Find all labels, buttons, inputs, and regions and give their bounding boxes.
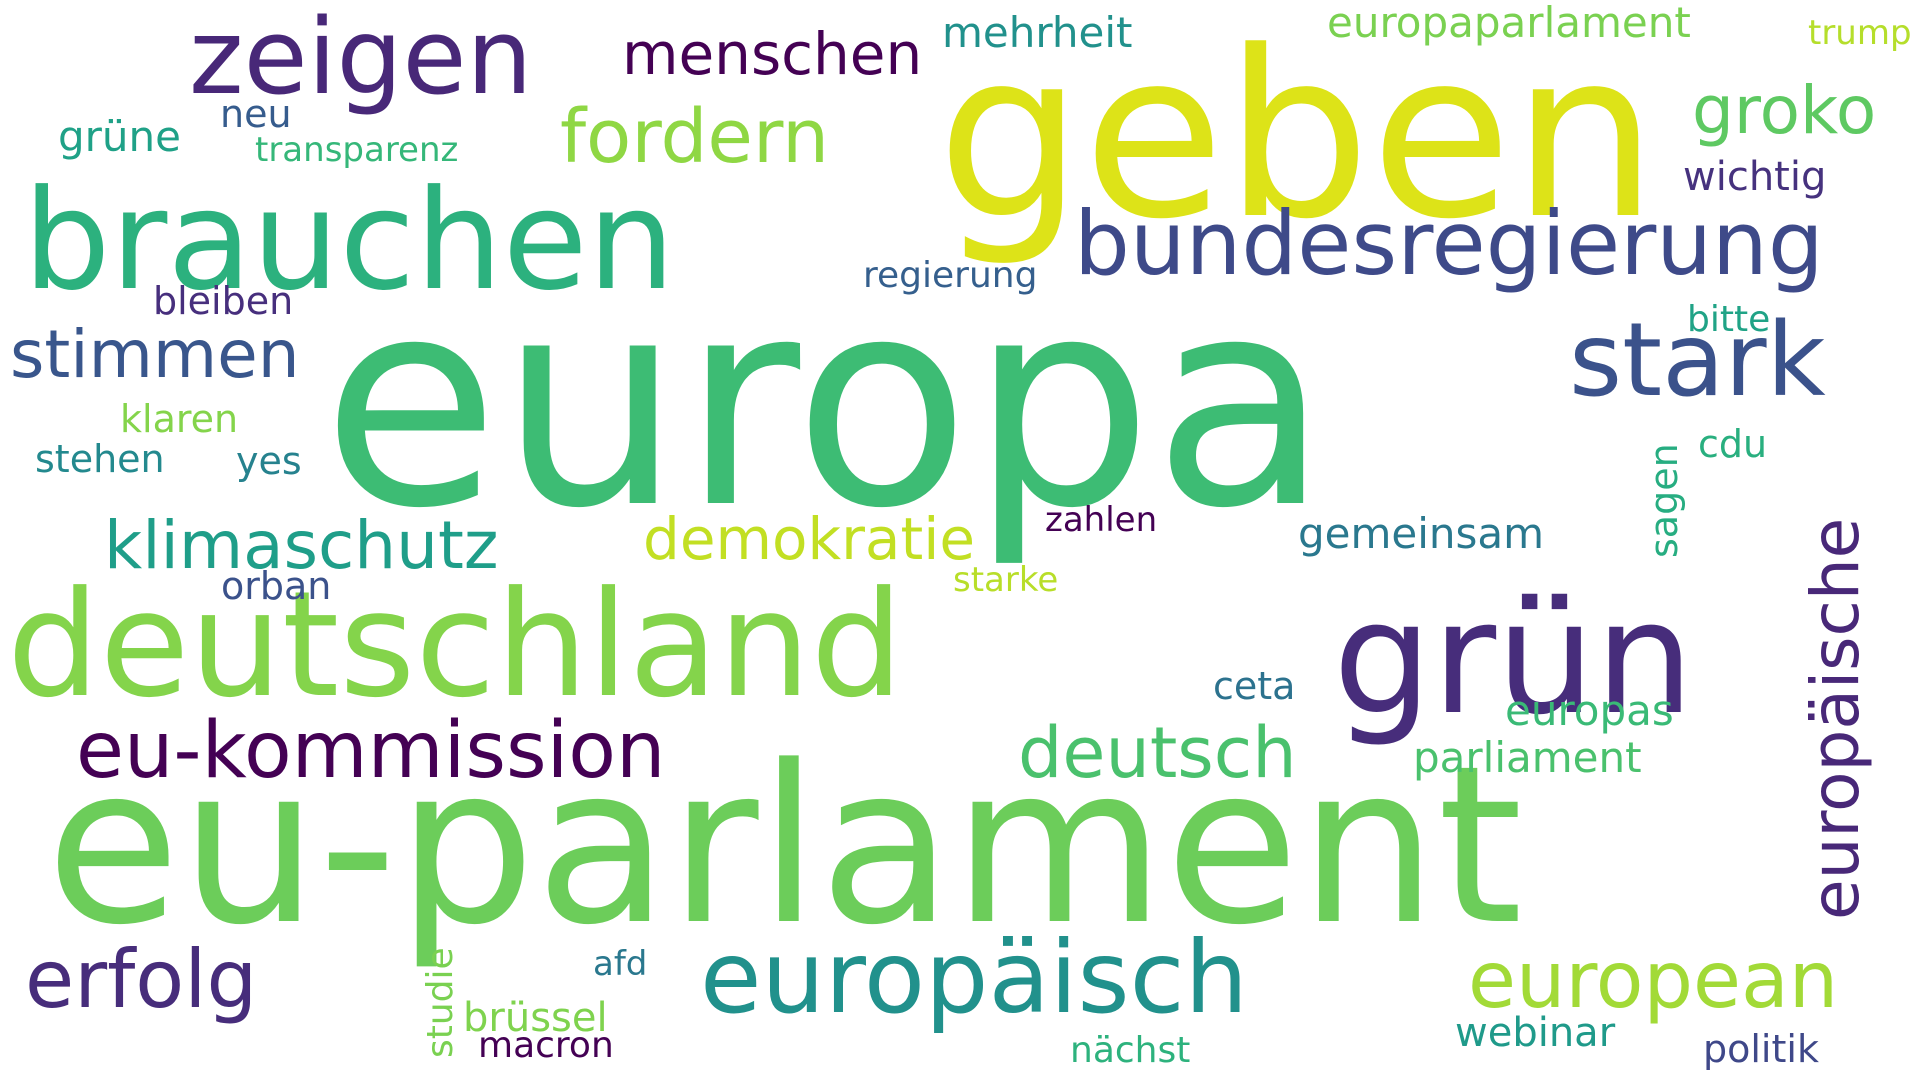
word-stehen: stehen	[35, 437, 165, 481]
word-transparenz: transparenz	[255, 130, 459, 170]
word-mehrheit: mehrheit	[942, 8, 1133, 57]
word-menschen: menschen	[622, 20, 923, 88]
word-zahlen: zahlen	[1045, 500, 1158, 540]
word-grune: grüne	[58, 112, 182, 161]
word-groko: groko	[1692, 72, 1877, 149]
word-bleiben: bleiben	[153, 279, 294, 323]
word-europaisch: europäisch	[700, 919, 1248, 1036]
word-european: european	[1468, 936, 1839, 1026]
word-yes: yes	[236, 439, 302, 483]
word-ceta: ceta	[1213, 664, 1296, 708]
word-starke: starke	[953, 560, 1059, 600]
word-bundesregierung: bundesregierung	[1074, 192, 1824, 295]
word-afd: afd	[593, 944, 648, 984]
word-regierung: regierung	[863, 255, 1038, 296]
word-nachst: nächst	[1070, 1030, 1191, 1071]
word-klaren: klaren	[120, 397, 239, 441]
word-deutschland: deutschland	[7, 560, 904, 730]
word-gemeinsam: gemeinsam	[1298, 509, 1545, 558]
word-deutsch: deutsch	[1018, 712, 1297, 794]
word-klimaschutz: klimaschutz	[104, 507, 499, 584]
word-cdu: cdu	[1698, 422, 1768, 466]
word-demokratie: demokratie	[643, 505, 975, 573]
word-eu-parlament: eu-parlament	[46, 720, 1523, 973]
word-zeigen: zeigen	[189, 0, 533, 118]
word-stimmen: stimmen	[10, 316, 300, 393]
word-europaische: europäische	[1797, 517, 1874, 920]
word-studie: studie	[420, 947, 461, 1058]
word-stark: stark	[1569, 301, 1826, 420]
word-sagen: sagen	[1642, 443, 1686, 558]
word-bitte: bitte	[1687, 299, 1771, 340]
word-eu-kommission: eu-kommission	[76, 706, 666, 796]
word-webinar: webinar	[1455, 1010, 1616, 1056]
word-trump: trump	[1808, 13, 1912, 53]
word-europaparlament: europaparlament	[1327, 0, 1691, 47]
word-parliament: parliament	[1413, 733, 1642, 782]
word-brauchen: brauchen	[23, 160, 676, 321]
word-macron: macron	[478, 1025, 614, 1066]
word-erfolg: erfolg	[25, 933, 258, 1026]
word-europas: europas	[1505, 686, 1674, 735]
word-politik: politik	[1703, 1027, 1819, 1071]
word-orban: orban	[221, 564, 332, 608]
word-grun: grün	[1333, 567, 1694, 749]
word-geben: geben	[937, 3, 1658, 270]
word-wichtig: wichtig	[1683, 154, 1827, 200]
word-fordern: fordern	[560, 94, 829, 180]
word-neu: neu	[220, 92, 292, 136]
word-brussel: brüssel	[463, 995, 608, 1041]
word-europa: europa	[322, 236, 1330, 571]
